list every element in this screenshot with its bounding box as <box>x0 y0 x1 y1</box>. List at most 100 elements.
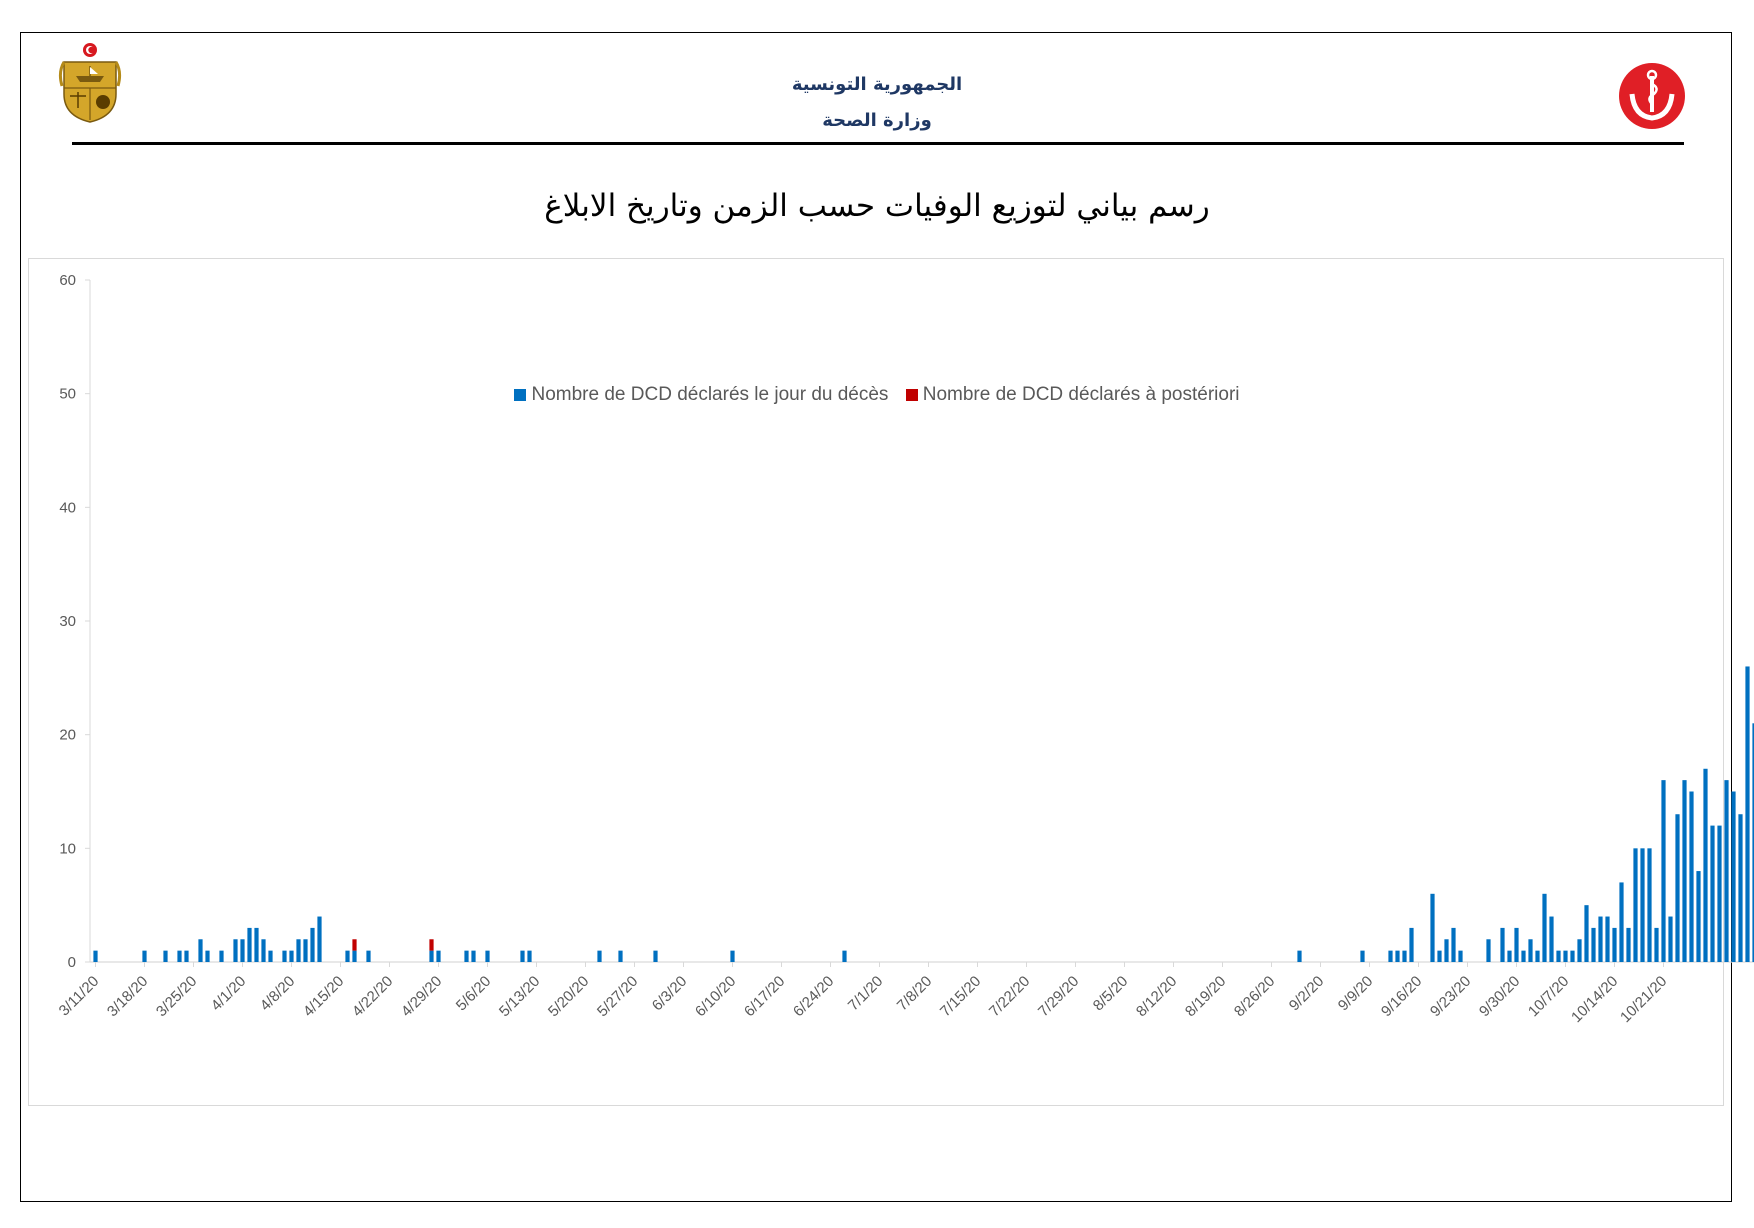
bar-declared-same-day <box>1745 666 1750 962</box>
x-tick-label: 6/10/20 <box>692 973 739 1020</box>
bar-declared-same-day <box>1409 927 1414 962</box>
bar-declared-same-day <box>1738 814 1743 962</box>
legend-item-later: Nombre de DCD déclarés à postériori <box>905 384 1240 406</box>
bar-declared-later <box>429 939 434 951</box>
bar-declared-same-day <box>282 950 287 962</box>
y-tick-label: 60 <box>59 272 76 289</box>
x-tick-label: 9/23/20 <box>1427 973 1474 1020</box>
bar-declared-same-day <box>1731 791 1736 962</box>
bar-declared-same-day <box>261 939 266 962</box>
bar-declared-same-day <box>1458 950 1463 962</box>
ministry-of-health-logo <box>1619 63 1685 129</box>
bar-declared-same-day <box>520 950 525 962</box>
bar-declared-same-day <box>464 950 469 962</box>
bar-declared-same-day <box>296 939 301 962</box>
bar-declared-same-day <box>1528 939 1533 962</box>
bar-declared-same-day <box>317 916 322 962</box>
bar-declared-same-day <box>240 939 245 962</box>
bar-declared-same-day <box>1682 780 1687 962</box>
bar-declared-same-day <box>1675 814 1680 962</box>
bar-declared-same-day <box>1430 893 1435 962</box>
bar-declared-same-day <box>345 950 350 962</box>
x-tick-label: 3/25/20 <box>153 973 200 1020</box>
bar-declared-same-day <box>1584 905 1589 962</box>
x-tick-label: 5/20/20 <box>545 973 592 1020</box>
y-tick-label: 20 <box>59 727 76 744</box>
bar-declared-same-day <box>436 950 441 962</box>
bar-declared-same-day <box>1521 950 1526 962</box>
x-tick-label: 5/27/20 <box>594 973 641 1020</box>
bar-declared-same-day <box>1451 927 1456 962</box>
bar-declared-same-day <box>1577 939 1582 962</box>
bar-declared-same-day <box>289 950 294 962</box>
y-tick-label: 30 <box>59 613 76 630</box>
bar-declared-same-day <box>1619 882 1624 962</box>
x-tick-label: 4/29/20 <box>398 973 445 1020</box>
bar-declared-same-day <box>1710 825 1715 962</box>
bar-declared-same-day <box>1507 950 1512 962</box>
bar-declared-same-day <box>177 950 182 962</box>
x-tick-label: 10/7/20 <box>1525 973 1572 1020</box>
x-tick-label: 6/24/20 <box>790 973 837 1020</box>
bar-declared-same-day <box>366 950 371 962</box>
bar-declared-same-day <box>1535 950 1540 962</box>
bar-declared-same-day <box>1500 927 1505 962</box>
bar-declared-same-day <box>1486 939 1491 962</box>
x-tick-label: 7/22/20 <box>986 973 1033 1020</box>
bar-declared-same-day <box>1696 871 1701 962</box>
bar-declared-same-day <box>1563 950 1568 962</box>
bar-declared-same-day <box>1388 950 1393 962</box>
bar-declared-same-day <box>1640 848 1645 962</box>
bar-declared-same-day <box>1437 950 1442 962</box>
bar-declared-same-day <box>1689 791 1694 962</box>
bar-declared-same-day <box>219 950 224 962</box>
y-tick-label: 50 <box>59 386 76 403</box>
bar-declared-same-day <box>254 927 259 962</box>
bar-declared-same-day <box>184 950 189 962</box>
x-tick-label: 5/13/20 <box>496 973 543 1020</box>
bar-declared-same-day <box>618 950 623 962</box>
bar-declared-same-day <box>310 927 315 962</box>
bar-declared-same-day <box>1360 950 1365 962</box>
bar-declared-same-day <box>1542 893 1547 962</box>
chart-legend: Nombre de DCD déclarés le jour du décès … <box>0 384 1754 407</box>
x-tick-label: 4/8/20 <box>257 973 299 1015</box>
bar-declared-same-day <box>1647 848 1652 962</box>
page-frame <box>20 32 1732 1202</box>
bar-declared-same-day <box>1549 916 1554 962</box>
bar-declared-same-day <box>352 950 357 962</box>
bar-declared-same-day <box>1570 950 1575 962</box>
bar-declared-same-day <box>730 950 735 962</box>
x-tick-label: 3/11/20 <box>56 973 103 1020</box>
x-tick-label: 4/15/20 <box>300 973 347 1020</box>
legend-label-same-day: Nombre de DCD déclarés le jour du décès <box>531 384 889 405</box>
bar-declared-same-day <box>1556 950 1561 962</box>
bar-declared-same-day <box>429 950 434 962</box>
y-tick-label: 0 <box>68 954 76 971</box>
bar-declared-same-day <box>597 950 602 962</box>
chart-area <box>28 258 1724 1106</box>
tunisia-coat-of-arms-logo <box>58 43 122 123</box>
bar-declared-same-day <box>1395 950 1400 962</box>
bar-declared-same-day <box>1598 916 1603 962</box>
x-tick-label: 5/6/20 <box>453 973 495 1015</box>
bar-declared-same-day <box>527 950 532 962</box>
bar-declared-same-day <box>268 950 273 962</box>
legend-swatch-same-day <box>514 389 527 401</box>
bar-declared-same-day <box>653 950 658 962</box>
bar-declared-same-day <box>485 950 490 962</box>
x-tick-label: 10/21/20 <box>1617 973 1670 1026</box>
x-tick-label: 6/3/20 <box>649 973 691 1015</box>
x-tick-label: 9/30/20 <box>1476 973 1523 1020</box>
bar-declared-same-day <box>1444 939 1449 962</box>
bar-declared-same-day <box>1668 916 1673 962</box>
x-tick-label: 7/1/20 <box>845 973 887 1015</box>
header-ministry-name: وزارة الصحة <box>822 110 932 131</box>
bar-declared-same-day <box>233 939 238 962</box>
bar-declared-same-day <box>1654 927 1659 962</box>
bar-declared-same-day <box>1612 927 1617 962</box>
bar-declared-same-day <box>1661 780 1666 962</box>
bar-declared-same-day <box>247 927 252 962</box>
bar-declared-same-day <box>1605 916 1610 962</box>
